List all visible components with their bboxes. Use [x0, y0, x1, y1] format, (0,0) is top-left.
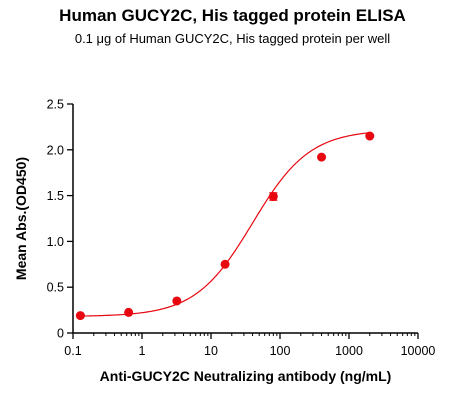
- y-axis-label: Mean Abs.(OD450): [13, 157, 29, 280]
- x-tick-label: 1: [139, 344, 146, 358]
- y-tick-label: 2.0: [47, 143, 64, 157]
- data-point: [124, 307, 134, 317]
- x-tick-label: 1000: [335, 344, 363, 358]
- data-points: [75, 131, 375, 321]
- y-tick-label: 1.5: [47, 189, 64, 203]
- fit-curve: [80, 132, 370, 317]
- data-point: [75, 311, 85, 321]
- x-axis-label: Anti-GUCY2C Neutralizing antibody (ng/mL…: [100, 368, 392, 384]
- y-tick-label: 0: [57, 327, 64, 341]
- y-axis-ticks: 0 0.5 1.0 1.5 2.0 2.5: [47, 98, 73, 341]
- data-point: [220, 259, 230, 269]
- x-tick-label: 10000: [401, 344, 436, 358]
- y-tick-label: 2.5: [47, 98, 64, 112]
- chart-subtitle: 0.1 μg of Human GUCY2C, His tagged prote…: [74, 31, 391, 46]
- y-tick-label: 0.5: [47, 281, 64, 295]
- x-tick-label: 100: [270, 344, 291, 358]
- y-tick-label: 1.0: [47, 235, 64, 249]
- data-point: [365, 131, 375, 141]
- chart-title: Human GUCY2C, His tagged protein ELISA: [59, 6, 406, 25]
- data-point: [317, 152, 327, 162]
- x-axis-ticks: 0.1 1 10 100 1000 10000: [64, 333, 435, 358]
- x-tick-label: 10: [204, 344, 218, 358]
- data-point: [172, 296, 182, 306]
- x-tick-label: 0.1: [64, 344, 81, 358]
- axes: [72, 104, 418, 334]
- data-point: [268, 192, 278, 202]
